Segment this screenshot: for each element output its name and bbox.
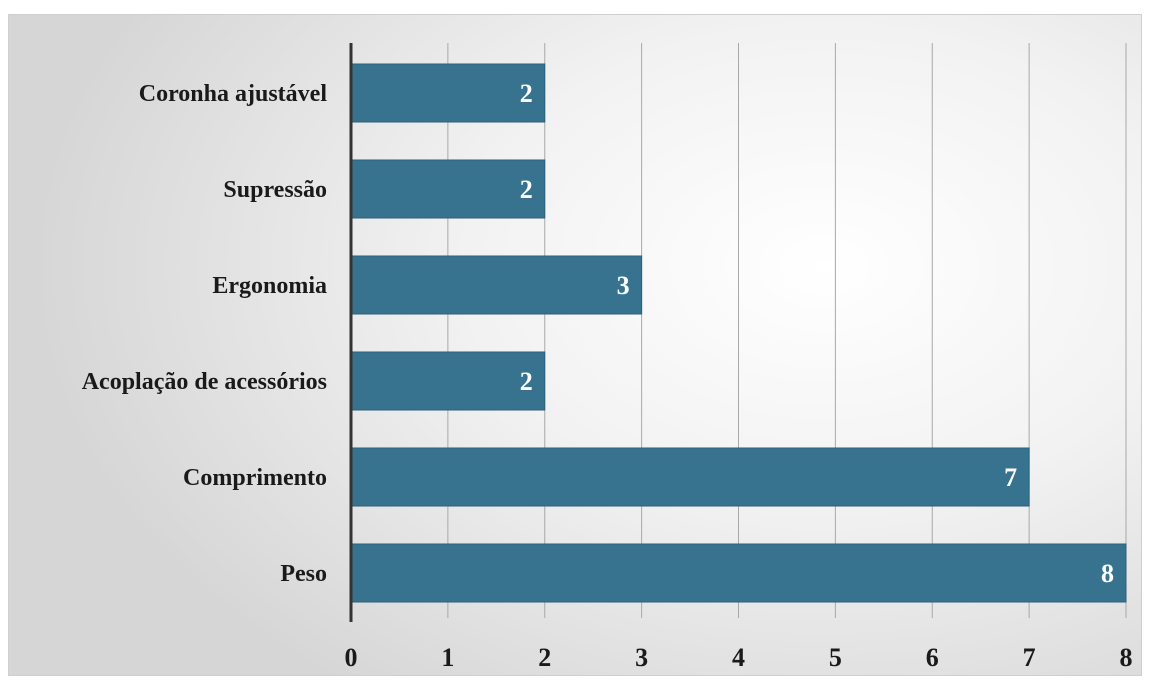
data-label-3: 3 — [617, 271, 630, 300]
category-label-2: Supressão — [223, 177, 327, 203]
data-label-5: 7 — [1004, 463, 1017, 492]
data-label-6: 8 — [1101, 559, 1114, 588]
chart-area: 0 1 2 3 4 5 6 7 8 Coronha ajustável 2 Supressão 2 Erg… — [8, 14, 1142, 676]
bar-5 — [350, 447, 1030, 507]
x-tick-label-7: 7 — [1023, 643, 1036, 672]
category-label-4: Acoplação de acessórios — [82, 369, 327, 395]
data-label-1: 2 — [520, 79, 533, 108]
category-label-5: Comprimento — [183, 465, 327, 491]
x-tick-label-5: 5 — [829, 643, 842, 672]
bar-chart: 0 1 2 3 4 5 6 7 8 Coronha ajustável 2 Supressão 2 Erg… — [82, 43, 1133, 672]
gridlines — [447, 43, 1127, 618]
x-tick-label-6: 6 — [926, 643, 939, 672]
x-tick-label-8: 8 — [1120, 643, 1133, 672]
category-label-6: Peso — [280, 561, 327, 587]
labels: 0 1 2 3 4 5 6 7 8 Coronha ajustável 2 Supressão 2 Erg… — [82, 79, 1133, 672]
bar-6 — [350, 543, 1127, 603]
bar-1 — [350, 63, 546, 123]
bars — [350, 63, 1127, 603]
bar-3 — [350, 255, 643, 315]
data-label-2: 2 — [520, 175, 533, 204]
x-tick-label-3: 3 — [635, 643, 648, 672]
x-tick-label-2: 2 — [538, 643, 551, 672]
bar-4 — [350, 351, 546, 411]
category-label-1: Coronha ajustável — [139, 81, 328, 107]
data-label-4: 2 — [520, 367, 533, 396]
category-label-3: Ergonomia — [212, 273, 327, 299]
x-tick-label-0: 0 — [345, 643, 358, 672]
bar-2 — [350, 159, 546, 219]
x-tick-label-4: 4 — [732, 643, 745, 672]
x-tick-label-1: 1 — [441, 643, 454, 672]
